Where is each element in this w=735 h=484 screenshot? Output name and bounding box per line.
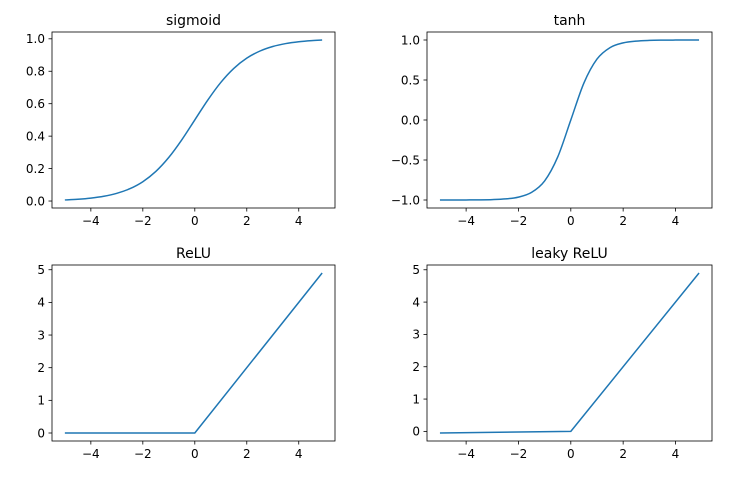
x-tick-label: 4	[672, 214, 680, 228]
x-tick-label: 0	[191, 447, 199, 461]
y-tick-label: 1	[37, 394, 45, 408]
y-tick-label: 2	[412, 360, 420, 374]
x-tick-label: −2	[510, 447, 528, 461]
y-tick-label: 2	[37, 361, 45, 375]
x-tick-label: 2	[243, 214, 251, 228]
subplot-title: leaky ReLU	[531, 246, 608, 262]
x-tick-label: 2	[243, 447, 251, 461]
y-tick-label: 0	[412, 425, 420, 439]
y-tick-label: 4	[37, 296, 45, 310]
y-tick-label: 1	[412, 392, 420, 406]
axes-frame	[51, 31, 336, 209]
subplot-title: sigmoid	[166, 13, 221, 29]
subplot-relu: ReLU −4 −2 0 2 4 0 1 2 3 4 5	[37, 246, 336, 461]
x-tick-label: −4	[82, 447, 100, 461]
x-tick-label: −4	[457, 214, 475, 228]
y-tick-label: 0.4	[26, 129, 45, 143]
x-tick-label: −4	[457, 447, 475, 461]
y-tick-label: −1.0	[391, 193, 420, 207]
subplot-title: tanh	[554, 13, 586, 29]
y-tick-label: 3	[412, 328, 420, 342]
y-tick-label: 1.0	[401, 33, 420, 47]
y-tick-label: 0.2	[26, 162, 45, 176]
x-tick-label: 2	[619, 214, 627, 228]
subplot-sigmoid: sigmoid −4 −2 0 2 4 0.0 0.2 0.4 0.6 0.8 1.0	[26, 13, 336, 228]
series-line	[439, 39, 700, 201]
x-tick-label: 0	[567, 447, 575, 461]
y-tick-label: 0.5	[401, 73, 420, 87]
x-tick-label: 4	[672, 447, 680, 461]
y-tick-label: 0	[37, 426, 45, 440]
x-tick-label: −4	[82, 214, 100, 228]
y-tick-label: 0.0	[401, 113, 420, 127]
y-tick-label: 3	[37, 328, 45, 342]
axes-frame	[51, 264, 336, 442]
x-tick-label: 0	[567, 214, 575, 228]
x-tick-label: −2	[134, 447, 152, 461]
axes-frame	[426, 31, 713, 209]
series-line	[439, 272, 700, 434]
y-tick-label: 0.8	[26, 65, 45, 79]
x-tick-label: 0	[191, 214, 199, 228]
x-tick-label: 4	[295, 214, 303, 228]
y-tick-label: 5	[37, 263, 45, 277]
y-tick-label: 1.0	[26, 32, 45, 46]
series-line	[64, 39, 323, 201]
series-line	[64, 272, 323, 434]
x-tick-label: −2	[510, 214, 528, 228]
y-tick-label: 0.6	[26, 97, 45, 111]
subplot-title: ReLU	[176, 246, 211, 262]
y-tick-label: 0.0	[26, 194, 45, 208]
x-tick-label: −2	[134, 214, 152, 228]
subplot-leaky-relu: leaky ReLU −4 −2 0 2 4 0 1 2 3 4 5	[412, 246, 713, 461]
axes-frame	[426, 264, 713, 442]
x-tick-label: 4	[295, 447, 303, 461]
x-tick-label: 2	[619, 447, 627, 461]
y-tick-label: 5	[412, 263, 420, 277]
y-tick-label: −0.5	[391, 153, 420, 167]
y-tick-label: 4	[412, 295, 420, 309]
subplot-tanh: tanh −4 −2 0 2 4 −1.0 −0.5 0.0 0.5 1.0	[391, 13, 713, 228]
